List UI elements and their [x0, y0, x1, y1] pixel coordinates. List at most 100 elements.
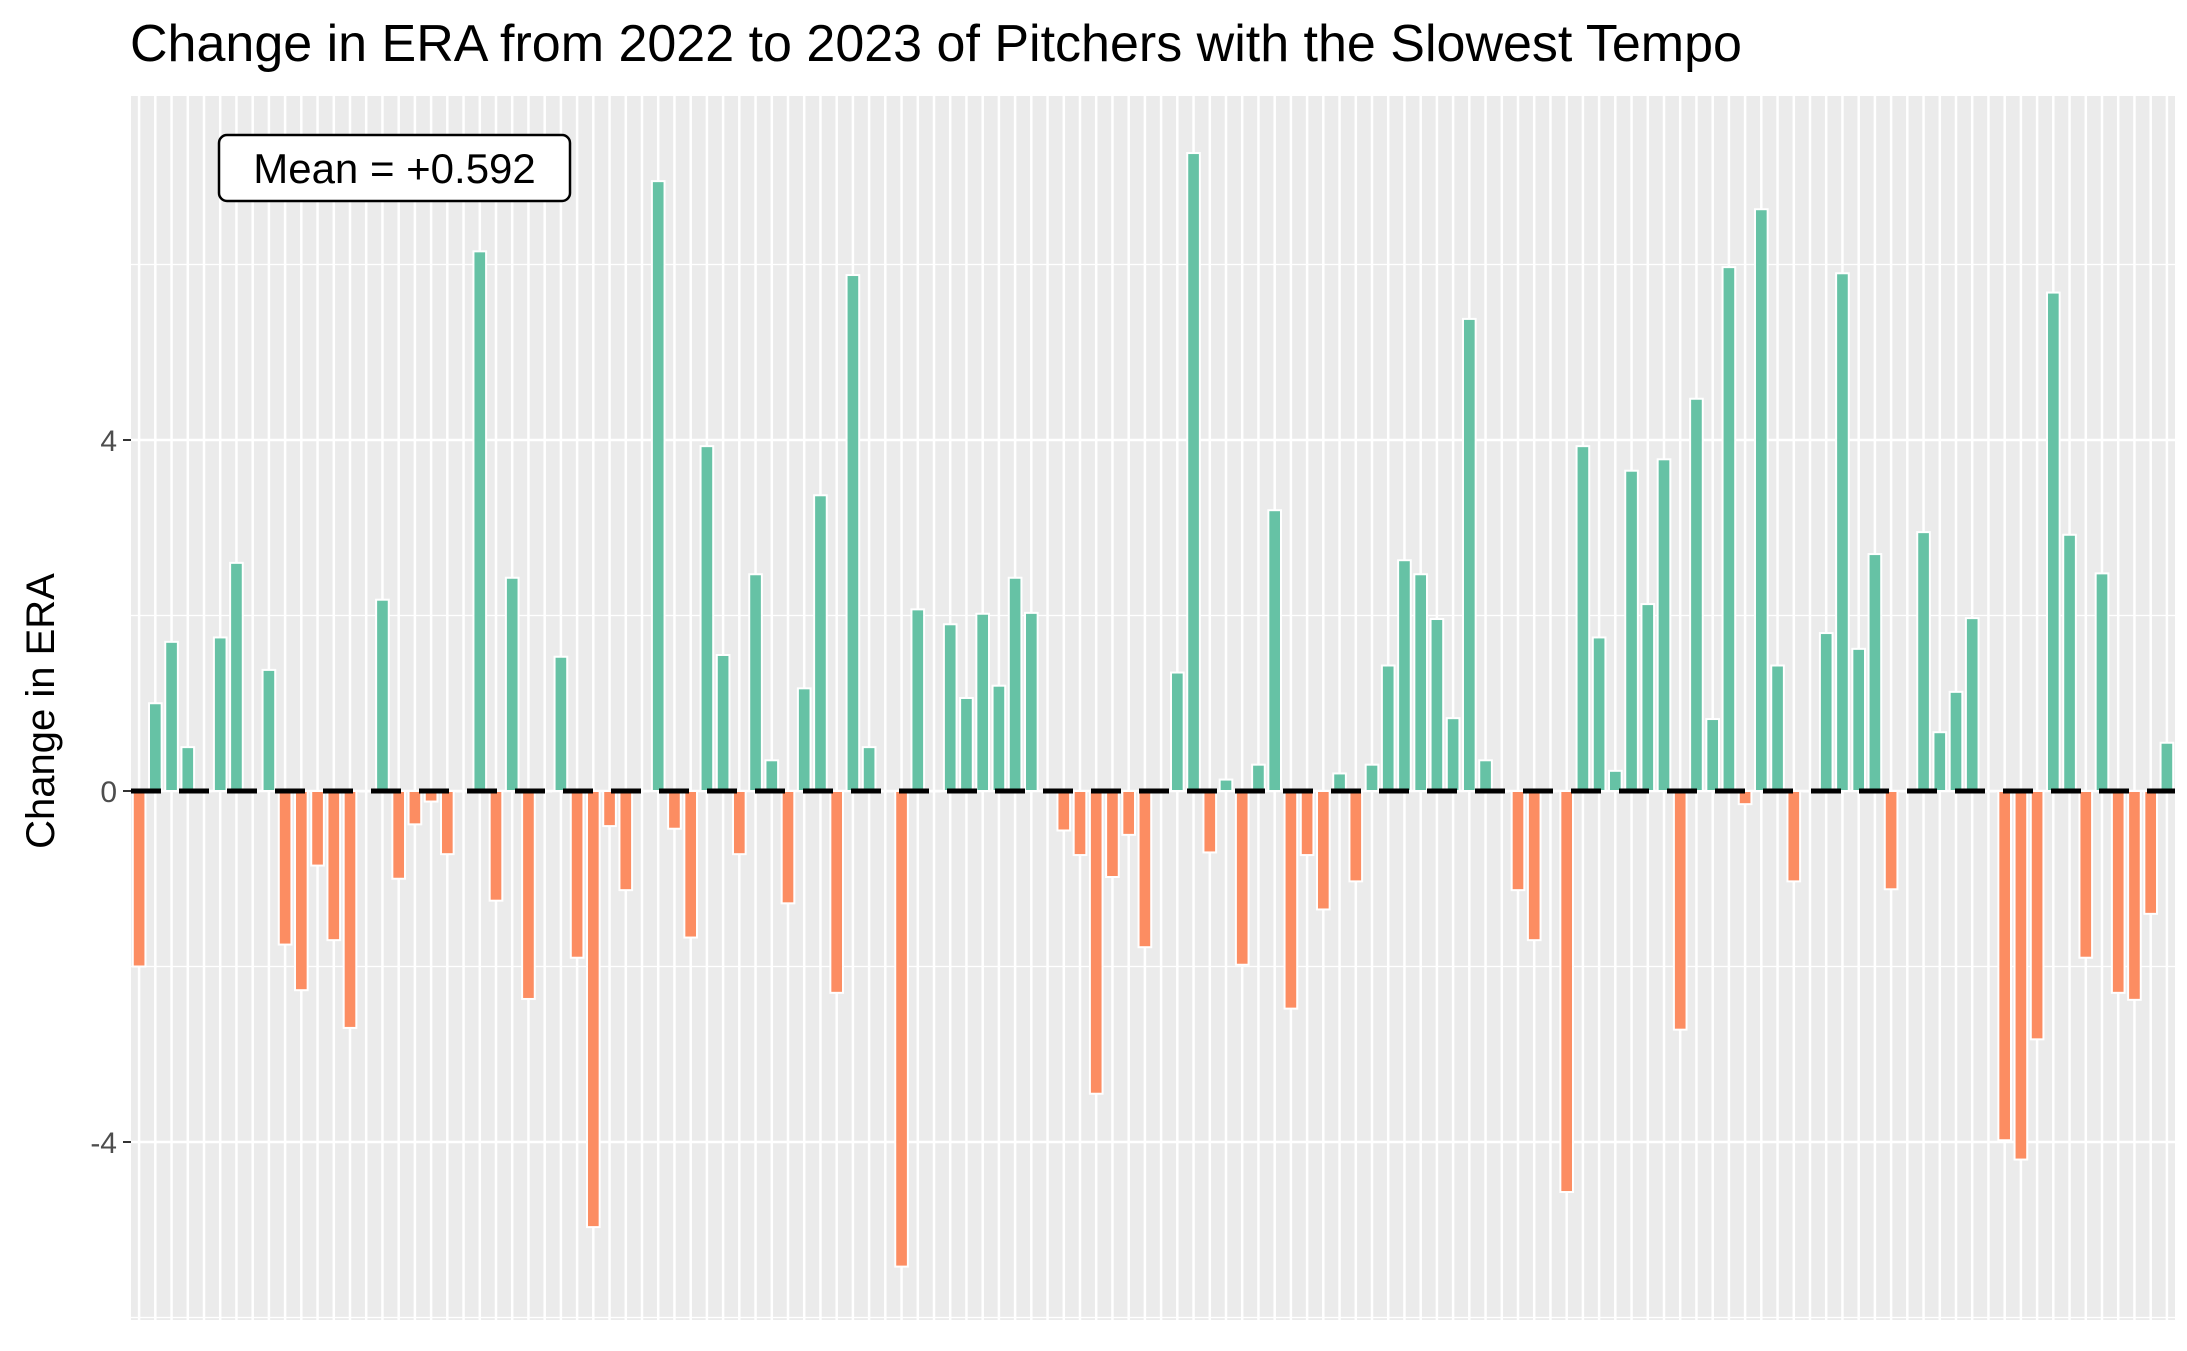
bar — [829, 790, 844, 994]
bar — [1121, 790, 1136, 836]
bar — [261, 668, 277, 793]
bar — [748, 573, 763, 792]
bar — [2013, 790, 2029, 1161]
bar — [148, 702, 163, 792]
bar — [1202, 790, 1218, 854]
bar — [229, 561, 244, 792]
bar — [342, 790, 358, 1029]
bar — [1478, 759, 1493, 792]
bar — [1883, 790, 1899, 891]
bar — [1672, 790, 1688, 1031]
bar — [553, 655, 569, 792]
bar — [1413, 573, 1428, 792]
bar — [277, 790, 293, 946]
bar — [910, 608, 926, 792]
bar — [1397, 559, 1412, 793]
bar — [1721, 266, 1737, 792]
bar — [1754, 208, 1769, 792]
bar — [2143, 790, 2158, 915]
bar — [391, 790, 406, 880]
bar — [310, 790, 325, 867]
bar — [180, 746, 196, 792]
y-axis-title: Change in ERA — [19, 573, 63, 849]
bar — [991, 684, 1007, 793]
bar — [1137, 790, 1153, 949]
bar — [894, 790, 909, 1268]
bar — [1867, 553, 1883, 793]
bar — [1445, 717, 1461, 792]
bar — [699, 445, 715, 792]
y-axis: -4 0 4 — [90, 425, 131, 1160]
bar — [764, 759, 780, 792]
bar — [1299, 790, 1315, 857]
bar — [1007, 576, 1023, 793]
bar — [472, 250, 488, 792]
bar — [796, 687, 812, 793]
bar — [1267, 509, 1282, 792]
bar — [1218, 778, 1234, 793]
bar — [1056, 790, 1072, 832]
bar — [683, 790, 698, 939]
bar — [2094, 572, 2110, 792]
bar — [2062, 533, 2077, 793]
bar — [1024, 611, 1039, 792]
bar — [358, 790, 374, 793]
bar — [1510, 790, 1526, 892]
bar — [504, 576, 520, 793]
bar — [1105, 790, 1120, 878]
bar — [407, 790, 423, 826]
bar — [488, 790, 504, 902]
bar — [1737, 790, 1753, 806]
bar — [1932, 731, 1948, 793]
bar — [1997, 790, 2012, 1142]
bar — [1380, 664, 1396, 793]
bar — [1429, 618, 1445, 793]
bar — [1916, 531, 1931, 792]
bar — [164, 640, 179, 793]
bar — [618, 790, 634, 892]
bar — [861, 746, 877, 792]
bar — [1364, 763, 1380, 792]
bar — [1770, 664, 1785, 793]
bar — [440, 790, 455, 856]
bar — [326, 790, 342, 942]
chart-title: Change in ERA from 2022 to 2023 of Pitch… — [130, 15, 1742, 73]
bar — [813, 494, 828, 792]
mean-annotation: Mean = +0.592 — [217, 133, 572, 203]
bar — [1851, 647, 1866, 792]
y-tick-label: 4 — [100, 425, 117, 458]
bar — [294, 790, 309, 992]
y-tick-label: -4 — [90, 1127, 117, 1160]
bar — [1608, 769, 1623, 793]
bar — [1705, 718, 1720, 792]
bar — [212, 636, 228, 792]
bar — [780, 790, 796, 905]
bar — [1689, 397, 1704, 792]
bar — [667, 790, 682, 830]
bar — [1186, 152, 1201, 792]
bar — [2029, 790, 2045, 1041]
bar — [1624, 469, 1639, 792]
bar — [1283, 790, 1299, 1010]
bar — [375, 598, 390, 793]
bar — [1575, 445, 1591, 792]
bar — [650, 180, 666, 792]
bar — [1656, 458, 1672, 792]
bar — [1170, 671, 1185, 792]
bar — [2127, 790, 2142, 1001]
bar — [2046, 291, 2061, 792]
bar — [2110, 790, 2126, 994]
annotation-label: Mean = +0.592 — [253, 145, 536, 192]
bar — [2078, 790, 2094, 959]
bar — [1332, 772, 1347, 793]
bar — [1948, 690, 1964, 793]
bar — [602, 790, 617, 828]
annotation-box — [217, 133, 572, 203]
bar — [1591, 636, 1607, 792]
bar — [959, 696, 974, 792]
bar — [1559, 790, 1574, 1194]
bar — [845, 274, 861, 792]
y-tick-label: 0 — [100, 776, 117, 809]
bar — [131, 790, 147, 968]
bar — [1786, 790, 1802, 883]
